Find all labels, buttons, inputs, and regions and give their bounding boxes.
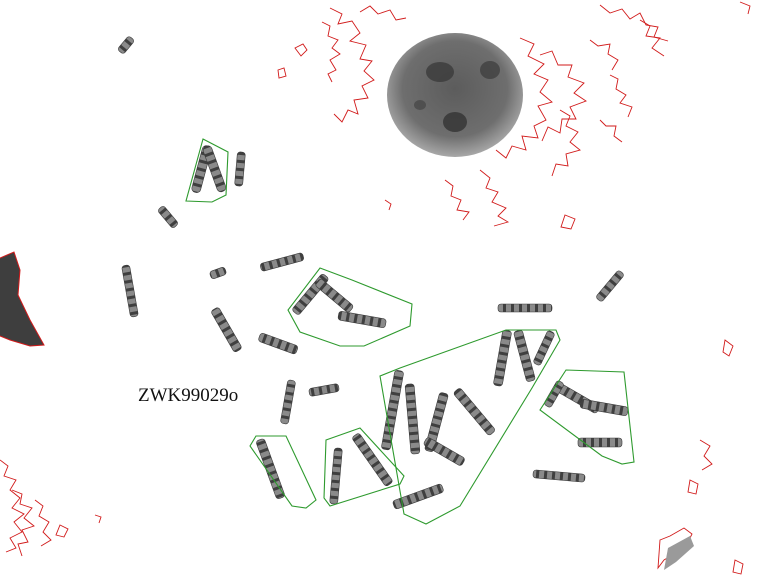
cluster-outline-1 bbox=[185, 138, 229, 203]
cluster-outline-5 bbox=[249, 435, 317, 509]
cell-debris-left bbox=[0, 251, 694, 570]
cluster-outline-3 bbox=[379, 329, 561, 525]
red-detection-contours bbox=[0, 1, 751, 575]
interphase-nucleus bbox=[387, 33, 523, 157]
specimen-label: ZWK99029o bbox=[138, 385, 239, 406]
green-cluster-outlines bbox=[185, 138, 635, 525]
cluster-outline-6 bbox=[323, 427, 405, 507]
cluster-outline-4 bbox=[539, 369, 635, 465]
chromosomes bbox=[118, 36, 629, 510]
cluster-outline-2 bbox=[287, 267, 413, 347]
